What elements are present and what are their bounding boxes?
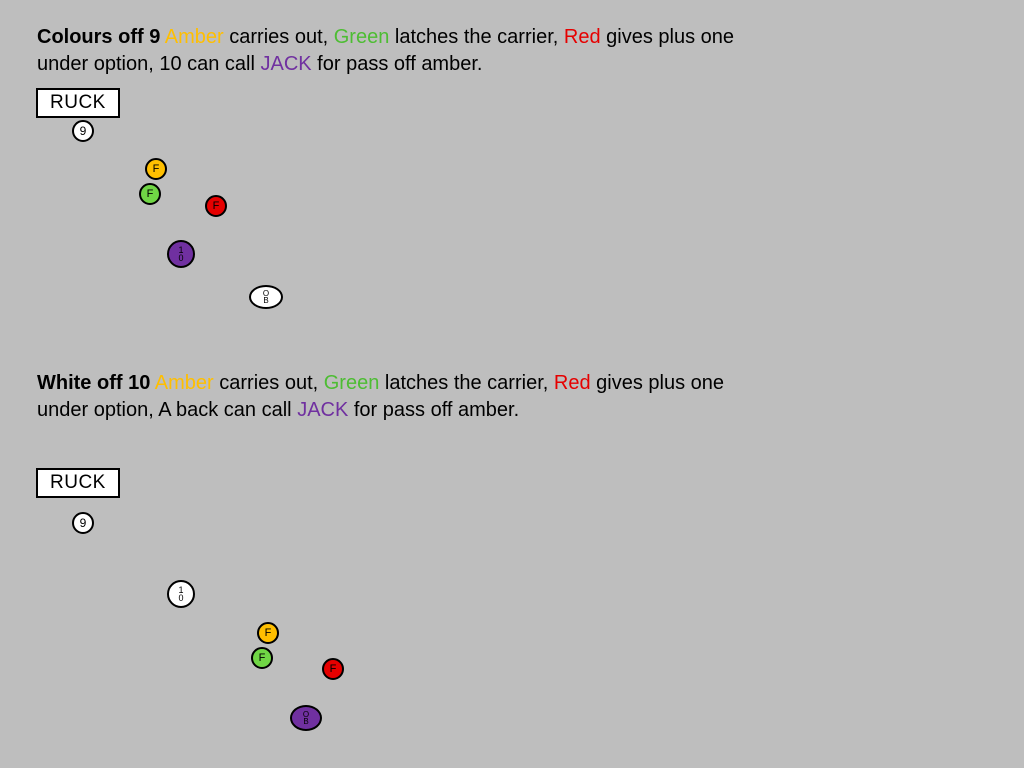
desc-text: Green bbox=[334, 26, 390, 48]
play1-description: Colours off 9 Amber carries out, Green l… bbox=[37, 24, 734, 78]
play1-ruck-box: RUCK bbox=[36, 88, 120, 118]
p2-9: 9 bbox=[72, 512, 94, 534]
desc-text: Red bbox=[554, 372, 591, 394]
desc-text: Amber bbox=[165, 26, 224, 48]
desc-text: for pass off amber. bbox=[348, 399, 519, 421]
desc-text: JACK bbox=[297, 399, 348, 421]
p2-10: 10 bbox=[167, 580, 195, 608]
desc-text: under option, A back can call bbox=[37, 399, 297, 421]
p1-9: 9 bbox=[72, 120, 94, 142]
desc-text: for pass off amber. bbox=[312, 53, 483, 75]
p1-fr: F bbox=[205, 195, 227, 217]
desc-text: carries out, bbox=[224, 26, 334, 48]
p2-ob: OB bbox=[290, 705, 322, 731]
desc-text: carries out, bbox=[214, 372, 324, 394]
play2-ruck-box: RUCK bbox=[36, 468, 120, 498]
desc-title: Colours off 9 bbox=[37, 26, 160, 48]
desc-text: Amber bbox=[155, 372, 214, 394]
desc-text: latches the carrier, bbox=[389, 26, 564, 48]
desc-title: White off 10 bbox=[37, 372, 150, 394]
desc-text: Red bbox=[564, 26, 601, 48]
desc-text: Green bbox=[324, 372, 380, 394]
p2-fr: F bbox=[322, 658, 344, 680]
p1-fa: F bbox=[145, 158, 167, 180]
play2-description: White off 10 Amber carries out, Green la… bbox=[37, 370, 724, 424]
desc-text: gives plus one bbox=[591, 372, 724, 394]
p2-fg: F bbox=[251, 647, 273, 669]
p1-fg: F bbox=[139, 183, 161, 205]
ruck-label: RUCK bbox=[50, 92, 106, 113]
p2-fa: F bbox=[257, 622, 279, 644]
desc-text: JACK bbox=[261, 53, 312, 75]
desc-text: under option, 10 can call bbox=[37, 53, 261, 75]
desc-text: gives plus one bbox=[601, 26, 734, 48]
p1-10: 10 bbox=[167, 240, 195, 268]
p1-ob: OB bbox=[249, 285, 283, 309]
desc-text: latches the carrier, bbox=[379, 372, 554, 394]
ruck-label: RUCK bbox=[50, 472, 106, 493]
